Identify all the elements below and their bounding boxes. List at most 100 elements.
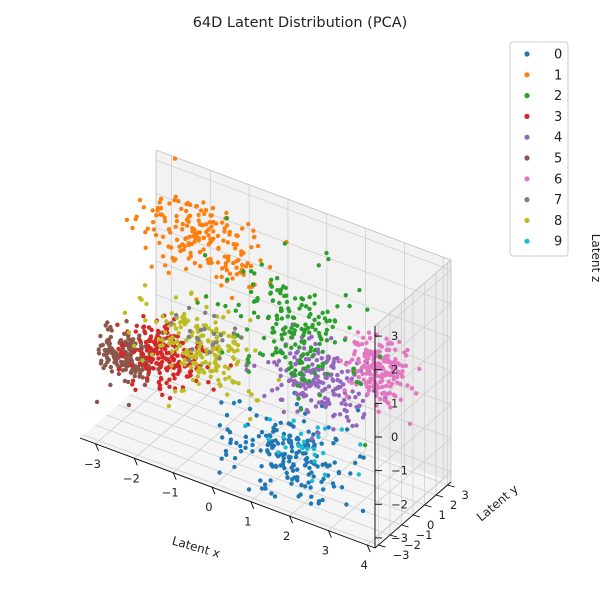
data-point-series-5 <box>132 373 137 379</box>
data-point-series-6 <box>417 366 422 372</box>
data-point-series-6 <box>365 356 370 362</box>
data-point-series-1 <box>247 285 252 290</box>
data-point-series-2 <box>312 348 318 353</box>
data-point-series-6 <box>377 342 382 348</box>
data-point-series-2 <box>278 291 283 296</box>
data-point-series-1 <box>249 245 254 250</box>
data-point-series-0 <box>284 470 289 476</box>
data-point-series-2 <box>283 285 288 291</box>
data-point-series-1 <box>137 197 143 203</box>
data-point-series-4 <box>314 358 319 363</box>
data-point-series-3 <box>138 361 143 367</box>
data-point-series-4 <box>344 409 349 414</box>
data-point-series-6 <box>364 340 369 345</box>
data-point-series-1 <box>206 233 211 238</box>
data-point-series-1 <box>151 227 157 232</box>
data-point-series-6 <box>388 372 393 377</box>
data-point-series-1 <box>222 229 227 234</box>
x-tick-mark <box>211 487 216 495</box>
data-point-series-0 <box>288 441 294 446</box>
data-point-series-0 <box>309 459 314 465</box>
data-point-series-1 <box>192 260 197 266</box>
data-point-series-2 <box>278 308 284 314</box>
data-point-series-1 <box>227 232 232 237</box>
data-point-series-3 <box>167 384 172 389</box>
data-point-series-4 <box>325 354 331 359</box>
data-point-series-4 <box>291 382 296 388</box>
data-point-series-1 <box>174 237 180 242</box>
data-point-series-0 <box>228 440 233 446</box>
data-point-series-4 <box>329 336 334 341</box>
data-point-series-1 <box>149 264 154 269</box>
z-tick-label: −1 <box>391 464 408 478</box>
data-point-series-1 <box>233 246 238 251</box>
data-point-series-8 <box>177 320 183 325</box>
data-point-series-2 <box>204 294 209 299</box>
legend-marker-1 <box>524 72 530 78</box>
data-point-series-1 <box>197 249 203 255</box>
data-point-series-4 <box>360 398 366 404</box>
data-point-series-2 <box>362 442 368 448</box>
data-point-series-4 <box>294 391 299 396</box>
data-point-series-8 <box>199 355 205 360</box>
data-point-series-1 <box>215 233 221 239</box>
data-point-series-8 <box>223 376 228 382</box>
data-point-series-9 <box>281 434 286 440</box>
data-point-series-4 <box>324 375 329 380</box>
data-point-series-3 <box>132 349 137 354</box>
y-tick-label: −1 <box>415 528 432 542</box>
data-point-series-4 <box>316 431 321 436</box>
data-point-series-4 <box>304 407 310 413</box>
data-point-series-5 <box>108 364 114 370</box>
y-tick-mark <box>435 494 444 498</box>
data-point-series-8 <box>166 403 172 409</box>
data-point-series-6 <box>364 371 369 376</box>
data-point-series-1 <box>143 245 148 250</box>
data-point-series-1 <box>209 224 214 229</box>
data-point-series-2 <box>312 293 317 298</box>
data-point-series-2 <box>295 383 300 388</box>
data-point-series-6 <box>404 353 409 358</box>
data-point-series-2 <box>215 302 221 307</box>
data-point-series-8 <box>164 319 169 324</box>
data-point-series-8 <box>206 339 211 344</box>
data-point-series-6 <box>359 365 365 370</box>
data-point-series-8 <box>193 324 199 329</box>
data-point-series-1 <box>223 264 228 269</box>
data-point-series-2 <box>307 306 312 312</box>
data-point-series-5 <box>105 355 110 360</box>
data-point-series-3 <box>158 386 163 392</box>
data-point-series-8 <box>143 318 148 323</box>
data-point-series-8 <box>214 326 219 332</box>
data-point-series-6 <box>356 360 362 365</box>
data-point-series-4 <box>339 369 345 375</box>
data-point-series-6 <box>379 391 385 396</box>
data-point-series-2 <box>285 314 290 319</box>
legend-marker-4 <box>524 134 530 140</box>
data-point-series-0 <box>299 482 304 488</box>
data-point-series-3 <box>115 322 120 327</box>
data-point-series-1 <box>158 206 164 211</box>
data-point-series-1 <box>162 218 168 224</box>
z-tick-label: −2 <box>391 497 408 511</box>
data-point-series-6 <box>400 374 405 379</box>
data-point-series-2 <box>246 369 251 374</box>
data-point-series-0 <box>258 448 263 453</box>
data-point-series-0 <box>294 451 299 456</box>
data-point-series-1 <box>183 236 188 242</box>
grid-line <box>117 404 414 516</box>
data-point-series-3 <box>144 376 150 381</box>
data-point-series-4 <box>331 427 336 432</box>
data-point-series-2 <box>281 327 286 332</box>
data-point-series-9 <box>267 417 273 422</box>
data-point-series-3 <box>141 325 146 330</box>
data-point-series-4 <box>323 404 328 410</box>
data-point-series-2 <box>300 372 305 377</box>
data-point-series-7 <box>194 336 200 341</box>
data-point-series-9 <box>301 439 307 444</box>
data-point-series-7 <box>187 328 193 334</box>
data-point-series-0 <box>286 454 291 460</box>
data-point-series-6 <box>384 336 389 341</box>
data-point-series-1 <box>251 228 256 233</box>
data-point-series-3 <box>133 387 138 392</box>
